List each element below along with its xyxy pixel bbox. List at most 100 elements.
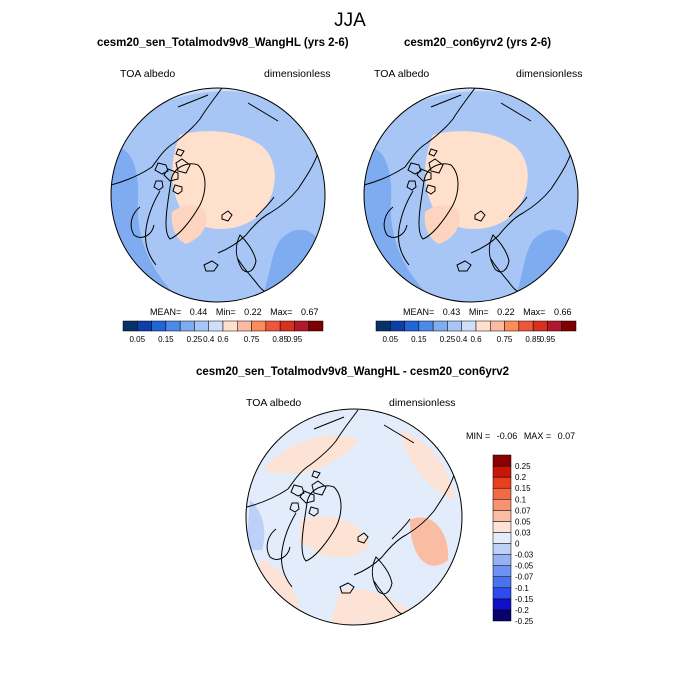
colorbar-tick-label: 0.05 [515, 517, 531, 526]
colorbar-tick-label: 0.6 [217, 335, 229, 344]
mean-value: 0.44 [189, 307, 208, 317]
map-panel-1 [110, 87, 326, 303]
diff-title: cesm20_sen_Totalmodv9v8_WangHL - cesm20_… [196, 366, 509, 378]
max-value: 0.07 [557, 431, 576, 441]
colorbar-tick-label: 0.05 [382, 335, 398, 344]
colorbar-swatch [432, 320, 448, 332]
max-value: 0.66 [553, 307, 572, 317]
colorbar-swatch [492, 510, 512, 522]
colorbar-swatch [151, 320, 167, 332]
min-label: Min= [215, 307, 236, 317]
colorbar-tick-label: -0.07 [515, 573, 534, 582]
colorbar-swatch [518, 320, 534, 332]
colorbar-swatch [194, 320, 209, 332]
max-label: Max= [270, 307, 293, 317]
colorbar-swatch [265, 320, 281, 332]
panel-1-variable: TOA albedo [120, 68, 176, 80]
min-label: Min= [468, 307, 489, 317]
colorbar-tick-label: 0.15 [158, 335, 174, 344]
colorbar-swatch [504, 320, 520, 332]
colorbar-tick-label: 0.05 [129, 335, 145, 344]
max-label: Max= [523, 307, 546, 317]
colorbar-tick-label: 0.75 [497, 335, 513, 344]
colorbar-tick-label: 0.95 [540, 335, 556, 344]
colorbar-swatch [279, 320, 295, 332]
colorbar-swatch [492, 476, 512, 489]
colorbar-swatch [404, 320, 420, 332]
colorbar-swatch [447, 320, 462, 332]
mean-label: MEAN= [403, 307, 435, 317]
colorbar-tick-label: 0.25 [515, 462, 531, 471]
diff-variable: TOA albedo [246, 397, 302, 409]
colorbar-panel-1: 0.05 0.15 0.25 0.4 0.6 0.75 0.850.95 [122, 320, 324, 344]
panel-2-variable: TOA albedo [374, 68, 430, 80]
mean-label: MEAN= [150, 307, 182, 317]
mean-value: 0.43 [442, 307, 461, 317]
colorbar-swatch [294, 320, 309, 332]
max-label: MAX = [523, 431, 552, 441]
colorbar-swatch [475, 320, 491, 332]
colorbar-tick-label: 0.07 [515, 506, 531, 515]
diff-stats: MIN = -0.06 MAX = 0.07 [466, 431, 575, 441]
max-value: 0.67 [300, 307, 319, 317]
colorbar-swatch [222, 320, 238, 332]
colorbar-swatch [492, 554, 512, 566]
panel-1-stats: MEAN= 0.44 Min= 0.22 Max= 0.67 [150, 307, 318, 317]
colorbar-tick-label: -0.03 [515, 551, 534, 560]
panel-1-units: dimensionless [264, 68, 331, 80]
colorbar-tick-label: 0.75 [244, 335, 260, 344]
colorbar-swatch [179, 320, 195, 332]
map-diff [245, 408, 463, 626]
colorbar-swatch [251, 320, 267, 332]
colorbar-swatch [492, 576, 512, 589]
colorbar-tick-label: 0.85 [272, 335, 288, 344]
colorbar-swatch [492, 521, 512, 533]
colorbar-swatch [492, 598, 512, 611]
colorbar-swatch [492, 499, 512, 511]
colorbar-swatch [137, 320, 152, 332]
colorbar-tick-label: 0.03 [515, 528, 531, 537]
colorbar-swatch [561, 320, 577, 332]
colorbar-panel-2: 0.05 0.15 0.25 0.4 0.6 0.75 0.850.95 [375, 320, 577, 344]
season-title: JJA [334, 10, 366, 31]
colorbar-tick-label: 0.85 [525, 335, 541, 344]
colorbar-diff: 0.25 0.2 0.15 0.1 0.07 0.05 0.03 0 -0.03 -0.05 -0.… [492, 454, 534, 626]
colorbar-swatch [492, 609, 512, 622]
colorbar-swatch [490, 320, 505, 332]
panel-2-title: cesm20_con6yrv2 (yrs 2-6) [404, 37, 552, 49]
colorbar-swatch [547, 320, 562, 332]
colorbar-swatch [418, 320, 434, 332]
diff-units: dimensionless [389, 397, 456, 409]
colorbar-tick-label: 0.4 [203, 335, 215, 344]
colorbar-swatch [492, 543, 512, 555]
min-label: MIN = [466, 431, 491, 441]
panel-2-units: dimensionless [516, 68, 583, 80]
colorbar-swatch [461, 320, 477, 332]
colorbar-swatch [492, 587, 512, 600]
colorbar-tick-label: -0.1 [515, 584, 529, 593]
colorbar-tick-label: 0.95 [287, 335, 303, 344]
panel-1-title: cesm20_sen_Totalmodv9v8_WangHL (yrs 2-6) [97, 37, 349, 49]
map-panel-2 [363, 87, 579, 303]
colorbar-swatch [492, 532, 512, 544]
min-value: 0.22 [497, 307, 515, 317]
colorbar-tick-label: -0.05 [515, 562, 534, 571]
colorbar-swatch [308, 320, 324, 332]
colorbar-swatch [390, 320, 405, 332]
colorbar-swatch [492, 487, 512, 500]
colorbar-tick-label: 0.1 [515, 495, 527, 504]
colorbar-tick-label: -0.2 [515, 606, 529, 615]
colorbar-swatch [208, 320, 224, 332]
colorbar-swatch [492, 454, 512, 467]
min-value: -0.06 [496, 431, 518, 441]
colorbar-swatch [532, 320, 548, 332]
colorbar-tick-label: 0.2 [515, 473, 527, 482]
colorbar-swatch [237, 320, 252, 332]
colorbar-tick-label: 0.25 [187, 335, 203, 344]
colorbar-swatch [122, 320, 138, 332]
colorbar-tick-label: 0 [515, 540, 520, 549]
colorbar-tick-label: -0.25 [515, 617, 534, 626]
min-value: 0.22 [244, 307, 262, 317]
colorbar-tick-label: -0.15 [515, 595, 534, 604]
